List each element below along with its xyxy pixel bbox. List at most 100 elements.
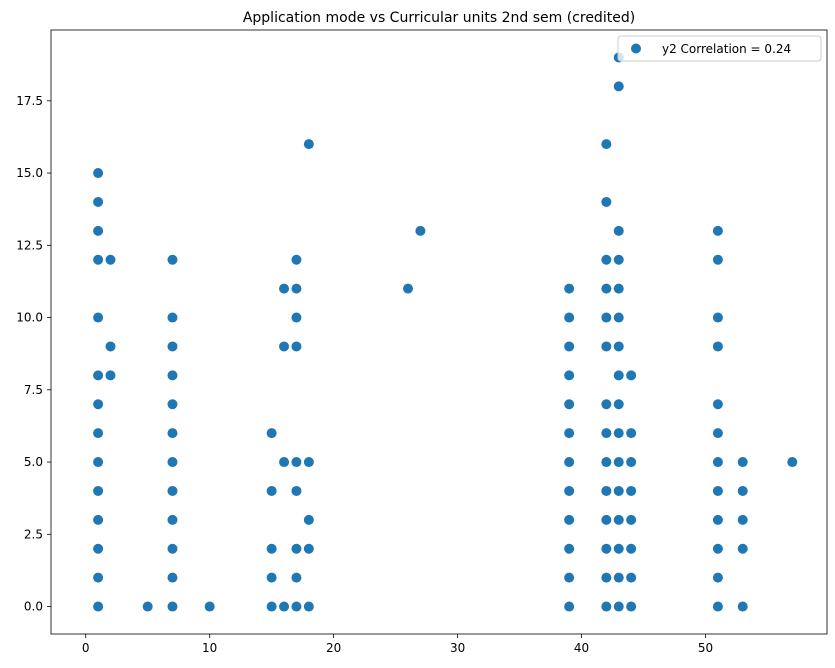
x-tick-label: 30	[450, 641, 465, 655]
y-tick-label: 17.5	[16, 94, 43, 108]
data-point	[93, 196, 104, 207]
data-point	[601, 312, 612, 323]
data-point	[613, 428, 624, 439]
data-point	[266, 572, 277, 583]
data-point	[712, 225, 723, 236]
data-point	[712, 312, 723, 323]
data-point	[415, 225, 426, 236]
data-point	[303, 601, 314, 612]
data-point	[613, 601, 624, 612]
data-point	[142, 601, 153, 612]
legend-box	[617, 35, 822, 62]
data-point	[564, 572, 575, 583]
data-point	[291, 254, 302, 265]
data-point	[613, 225, 624, 236]
data-point	[403, 283, 414, 294]
data-point	[613, 457, 624, 468]
data-point	[564, 601, 575, 612]
data-point	[291, 601, 302, 612]
y-tick-label: 0.0	[24, 600, 43, 614]
data-point	[626, 457, 637, 468]
x-tick-label: 50	[698, 641, 713, 655]
y-tick-label: 2.5	[24, 527, 43, 541]
data-point	[564, 399, 575, 410]
data-point	[712, 254, 723, 265]
data-point	[291, 572, 302, 583]
data-point	[601, 514, 612, 525]
data-point	[564, 514, 575, 525]
data-point	[105, 341, 116, 352]
data-point	[613, 312, 624, 323]
legend-marker	[631, 43, 641, 54]
data-point	[564, 543, 575, 554]
legend: y2 Correlation = 0.24	[617, 35, 822, 62]
data-point	[601, 572, 612, 583]
data-point	[601, 196, 612, 207]
data-point	[737, 543, 748, 554]
data-point	[291, 283, 302, 294]
data-point	[167, 601, 178, 612]
data-point	[564, 341, 575, 352]
data-point	[105, 254, 116, 265]
data-point	[279, 601, 290, 612]
data-point	[613, 399, 624, 410]
data-point	[564, 283, 575, 294]
x-tick-label: 40	[574, 641, 589, 655]
data-point	[613, 514, 624, 525]
data-point	[601, 341, 612, 352]
y-tick-label: 7.5	[24, 383, 43, 397]
data-point	[712, 485, 723, 496]
data-point	[167, 341, 178, 352]
y-tick-label: 10.0	[16, 311, 43, 325]
data-point	[787, 457, 798, 468]
data-point	[613, 543, 624, 554]
data-point	[167, 514, 178, 525]
data-point	[93, 168, 104, 179]
data-point	[601, 485, 612, 496]
data-point	[564, 428, 575, 439]
data-point	[564, 457, 575, 468]
data-point	[279, 341, 290, 352]
data-point	[601, 601, 612, 612]
data-point	[167, 312, 178, 323]
data-point	[601, 428, 612, 439]
data-point	[291, 543, 302, 554]
data-point	[737, 514, 748, 525]
data-point	[93, 514, 104, 525]
data-point	[626, 572, 637, 583]
data-point	[105, 370, 116, 381]
data-point	[626, 543, 637, 554]
data-point	[167, 543, 178, 554]
data-point	[564, 370, 575, 381]
plot-area	[51, 30, 827, 634]
data-point	[303, 543, 314, 554]
data-point	[712, 399, 723, 410]
data-point	[626, 601, 637, 612]
data-point	[712, 572, 723, 583]
data-point	[613, 254, 624, 265]
data-point	[737, 601, 748, 612]
data-point	[167, 485, 178, 496]
data-point	[93, 428, 104, 439]
data-point	[266, 428, 277, 439]
data-point	[613, 572, 624, 583]
data-point	[167, 399, 178, 410]
data-point	[93, 601, 104, 612]
data-point	[613, 370, 624, 381]
y-tick-label: 12.5	[16, 238, 43, 252]
y-tick-label: 5.0	[24, 455, 43, 469]
data-point	[737, 485, 748, 496]
data-point	[279, 457, 290, 468]
data-point	[303, 457, 314, 468]
data-point	[167, 370, 178, 381]
data-point	[601, 457, 612, 468]
data-point	[601, 139, 612, 150]
data-point	[167, 428, 178, 439]
data-point	[291, 341, 302, 352]
data-point	[712, 428, 723, 439]
data-point	[291, 485, 302, 496]
data-point	[626, 370, 637, 381]
data-point	[613, 485, 624, 496]
data-point	[167, 572, 178, 583]
